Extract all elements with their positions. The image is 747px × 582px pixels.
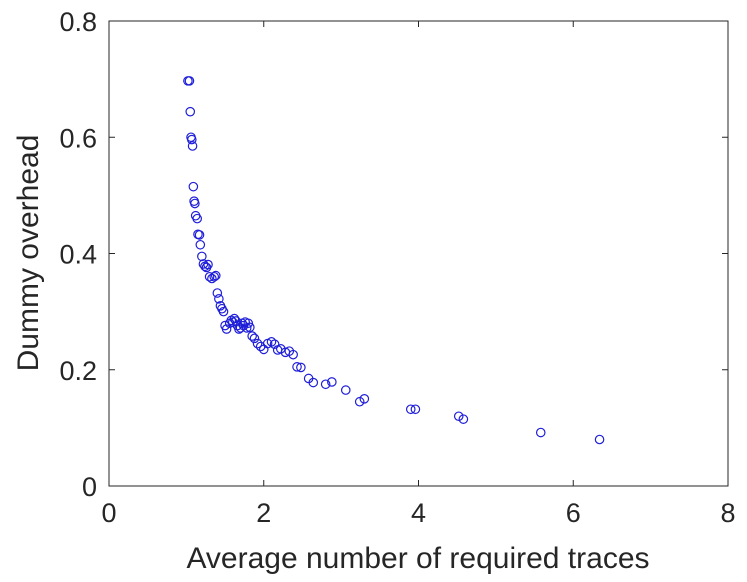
data-point <box>410 404 421 415</box>
data-point <box>292 362 302 372</box>
data-point <box>359 394 370 404</box>
x-axis-label: Average number of required traces <box>186 542 649 575</box>
data-point <box>247 331 257 341</box>
data-point <box>209 271 220 282</box>
data-point <box>320 379 331 390</box>
data-point <box>252 338 263 349</box>
data-point <box>266 337 277 347</box>
x-tick-label: 6 <box>566 498 581 528</box>
data-point <box>218 306 229 317</box>
data-point <box>185 106 196 117</box>
data-point <box>212 288 223 298</box>
tick-labels: 0 2 4 6 8 0 0.2 0.4 0.6 0.8 <box>59 7 735 528</box>
data-point <box>204 271 215 282</box>
y-tick-label: 0 <box>82 472 97 502</box>
data-point <box>195 239 206 250</box>
data-point <box>214 294 224 304</box>
x-tick-label: 8 <box>720 498 735 528</box>
data-point <box>221 324 232 334</box>
tick-marks <box>108 20 729 487</box>
data-point <box>535 427 546 438</box>
data-point <box>308 377 319 388</box>
plot-frame <box>108 20 729 487</box>
data-point <box>210 270 221 281</box>
data-point <box>288 349 298 360</box>
data-points <box>183 76 605 445</box>
data-point <box>405 404 416 415</box>
data-point <box>594 434 605 445</box>
y-tick-label: 0.6 <box>59 123 97 153</box>
x-tick-label: 0 <box>101 498 116 528</box>
data-point <box>235 323 246 333</box>
data-point <box>187 141 198 151</box>
data-point <box>194 230 205 240</box>
data-point <box>354 396 365 407</box>
y-axis-label: Dummy overhead <box>12 135 45 372</box>
data-point <box>458 414 469 424</box>
data-point <box>231 316 241 326</box>
data-point <box>340 385 351 395</box>
y-tick-label: 0.4 <box>59 240 97 270</box>
x-tick-label: 2 <box>256 498 271 528</box>
data-point <box>197 251 207 262</box>
data-point <box>203 259 213 270</box>
data-point <box>245 322 255 333</box>
y-tick-label: 0.2 <box>59 356 97 386</box>
data-point <box>249 333 260 344</box>
data-point <box>453 411 464 422</box>
data-point <box>243 318 254 329</box>
data-point <box>327 377 337 387</box>
data-point <box>192 213 203 224</box>
data-point <box>186 134 197 145</box>
data-point <box>184 76 195 86</box>
data-point <box>190 198 200 209</box>
x-tick-label: 4 <box>411 498 426 528</box>
y-tick-label: 0.8 <box>59 7 97 37</box>
data-point <box>269 339 280 349</box>
data-point <box>198 259 209 269</box>
data-point <box>188 181 199 192</box>
data-point <box>296 362 306 373</box>
